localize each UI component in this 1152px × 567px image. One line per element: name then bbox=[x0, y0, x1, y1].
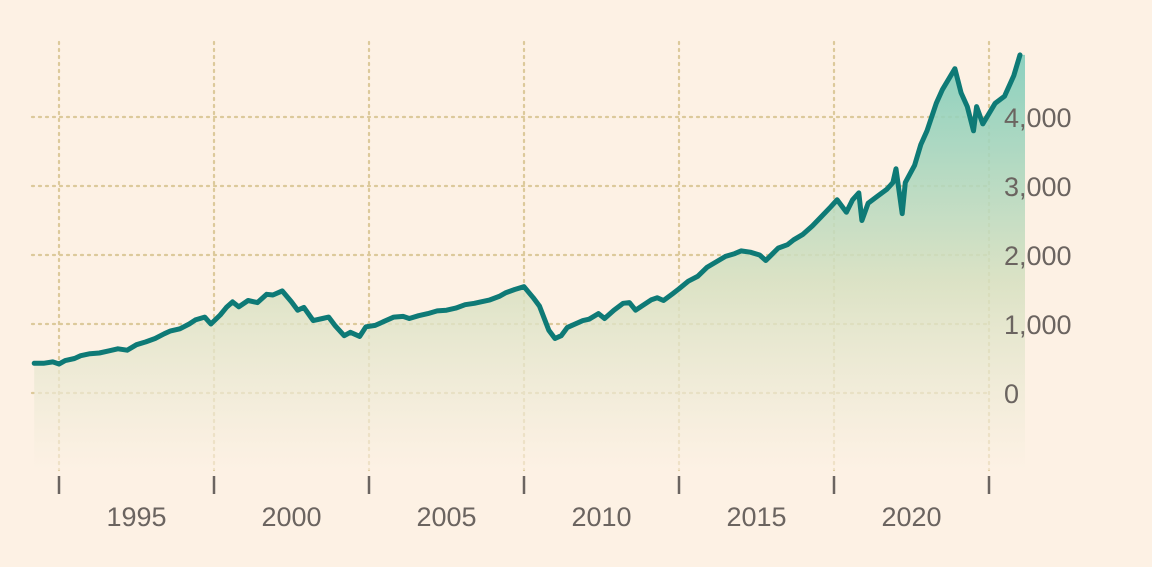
y-tick-label: 1,000 bbox=[1004, 310, 1072, 340]
y-tick-label: 3,000 bbox=[1004, 172, 1072, 202]
x-tick-label: 2000 bbox=[261, 502, 321, 532]
x-tick-label: 2005 bbox=[416, 502, 476, 532]
y-tick-label: 4,000 bbox=[1004, 103, 1072, 133]
y-tick-label: 0 bbox=[1004, 379, 1019, 409]
x-tick-label: 2020 bbox=[881, 502, 941, 532]
y-tick-label: 2,000 bbox=[1004, 241, 1072, 271]
x-tick-label: 2010 bbox=[571, 502, 631, 532]
x-tick-label: 1995 bbox=[106, 502, 166, 532]
area-fill bbox=[34, 54, 1025, 471]
series-line bbox=[31, 52, 1023, 367]
x-tick-label: 2015 bbox=[726, 502, 786, 532]
